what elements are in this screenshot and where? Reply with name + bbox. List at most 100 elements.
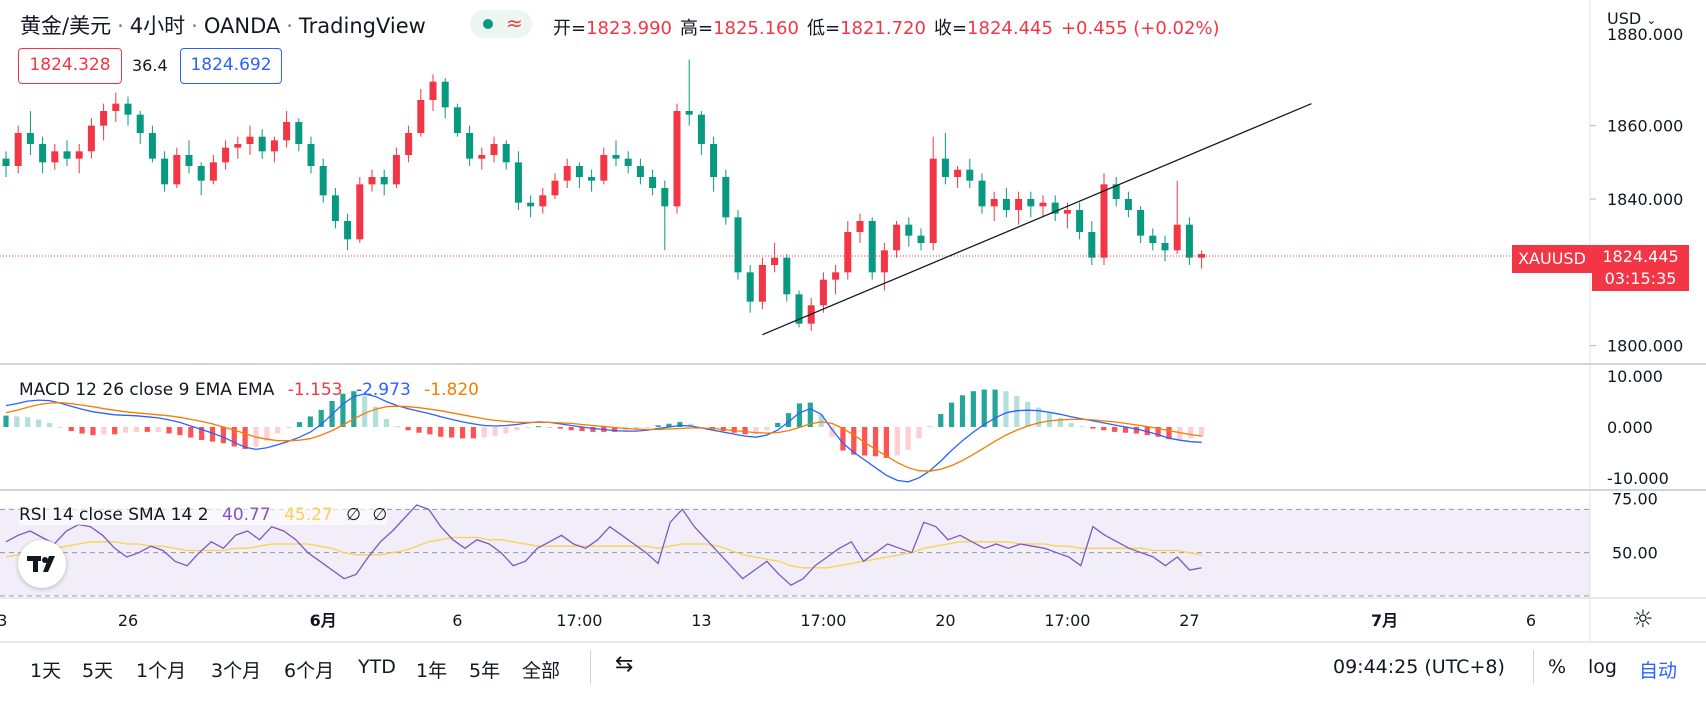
candle-body bbox=[283, 122, 291, 141]
candle-body bbox=[1088, 232, 1096, 258]
range-button[interactable]: 6个月 bbox=[284, 660, 335, 682]
price-axis-label: 1800.000 bbox=[1607, 337, 1683, 356]
rsi-axis-label: 75.00 bbox=[1612, 490, 1658, 509]
range-button[interactable]: 1天 bbox=[30, 660, 62, 682]
buy-price-button[interactable]: 1824.692 bbox=[180, 48, 282, 84]
macd-histogram-bar bbox=[470, 427, 476, 439]
macd-histogram-bar bbox=[557, 427, 563, 429]
candle-body bbox=[453, 107, 461, 133]
macd-histogram-bar bbox=[949, 402, 955, 427]
candle-body bbox=[1039, 202, 1047, 207]
candle-body bbox=[880, 250, 888, 273]
candle-body bbox=[368, 177, 376, 185]
candle-body bbox=[710, 144, 718, 177]
time-axis-label: 17:00 bbox=[556, 611, 602, 630]
candle-body bbox=[1100, 184, 1108, 258]
macd-histogram-bar bbox=[242, 427, 248, 449]
candle-body bbox=[75, 151, 83, 159]
candle-body bbox=[1076, 210, 1084, 232]
candle-body bbox=[1124, 199, 1132, 210]
candle-body bbox=[307, 144, 315, 166]
macd-histogram-bar bbox=[1079, 426, 1085, 428]
candle-body bbox=[1015, 199, 1023, 210]
candle-body bbox=[136, 114, 144, 133]
macd-histogram-bar bbox=[938, 413, 944, 427]
candle-body bbox=[417, 100, 425, 133]
interval-label[interactable]: 4小时 bbox=[129, 14, 186, 38]
rsi-value: 40.77 bbox=[222, 505, 271, 525]
macd-legend[interactable]: MACD 12 26 close 9 EMA EMA -1.153 -2.973… bbox=[19, 380, 479, 400]
macd-histogram-bar bbox=[144, 427, 150, 432]
sell-price-button[interactable]: 1824.328 bbox=[18, 48, 122, 84]
macd-histogram-bar bbox=[503, 427, 509, 434]
candle-body bbox=[1112, 184, 1120, 199]
candle-body bbox=[600, 155, 608, 181]
range-button[interactable]: 3个月 bbox=[211, 660, 262, 682]
percent-toggle[interactable]: % bbox=[1548, 656, 1567, 678]
candle-body bbox=[1185, 224, 1193, 258]
range-button[interactable]: 5天 bbox=[82, 660, 114, 682]
macd-histogram-bar bbox=[546, 427, 553, 428]
candle-body bbox=[124, 103, 132, 115]
macd-histogram-bar bbox=[785, 413, 792, 427]
macd-histogram-bar bbox=[209, 427, 216, 442]
macd-histogram-bar bbox=[579, 427, 585, 432]
candle-body bbox=[722, 177, 730, 218]
macd-histogram-bar bbox=[883, 427, 889, 458]
macd-histogram-bar bbox=[1025, 401, 1031, 427]
macd-histogram-bar bbox=[166, 427, 172, 434]
price-axis-label: 1860.000 bbox=[1607, 117, 1683, 136]
broker-label: OANDA bbox=[203, 14, 281, 38]
rsi-sma-value: 45.27 bbox=[284, 505, 333, 525]
macd-histogram-bar bbox=[981, 389, 987, 427]
macd-histogram-bar bbox=[296, 422, 303, 427]
log-toggle[interactable]: log bbox=[1588, 656, 1617, 678]
candle-body bbox=[319, 166, 327, 196]
macd-histogram-bar bbox=[459, 427, 466, 439]
candle-body bbox=[502, 144, 510, 163]
macd-histogram-bar bbox=[992, 389, 998, 427]
candle-body bbox=[331, 195, 339, 221]
range-button[interactable]: 全部 bbox=[522, 660, 561, 682]
tv-logo-icon bbox=[27, 556, 55, 572]
rsi-legend[interactable]: RSI 14 close SMA 14 2 40.77 45.27 ∅ ∅ bbox=[19, 505, 388, 525]
macd-histogram-bar bbox=[916, 427, 922, 439]
candle-body bbox=[673, 111, 681, 207]
price-axis-label: 1840.000 bbox=[1607, 190, 1683, 209]
rsi-line bbox=[5, 504, 1202, 586]
macd-histogram-bar bbox=[449, 427, 455, 438]
candle-body bbox=[185, 155, 193, 166]
market-status-pill[interactable]: ≈ bbox=[470, 10, 532, 38]
tradingview-logo[interactable] bbox=[18, 540, 66, 588]
chevron-down-icon: ⌄ bbox=[1646, 13, 1657, 27]
macd-histogram-bar bbox=[1112, 427, 1118, 432]
macd-histogram-bar bbox=[340, 393, 346, 427]
range-button[interactable]: 1年 bbox=[416, 660, 448, 682]
ohlc-legend: 开=1823.990 高=1825.160 低=1821.720 收=1824.445… bbox=[553, 18, 1220, 39]
macd-histogram-bar bbox=[796, 403, 803, 427]
macd-histogram-bar bbox=[25, 417, 31, 427]
range-button[interactable]: 5年 bbox=[469, 660, 501, 682]
macd-histogram-bar bbox=[362, 396, 368, 427]
macd-histogram-bar bbox=[264, 427, 270, 441]
candle-body bbox=[966, 169, 974, 181]
symbol-name[interactable]: 黄金/美元 bbox=[20, 14, 112, 38]
auto-scale-toggle[interactable]: 自动 bbox=[1639, 660, 1678, 682]
macd-histogram-bar bbox=[807, 402, 813, 427]
range-button[interactable]: 1个月 bbox=[136, 660, 187, 682]
macd-histogram-bar bbox=[101, 427, 107, 435]
candle-body bbox=[954, 169, 962, 177]
range-button[interactable]: YTD bbox=[358, 656, 396, 678]
currency-selector[interactable]: USD ⌄ bbox=[1607, 9, 1657, 28]
candle-body bbox=[26, 133, 34, 144]
candle-body bbox=[258, 136, 266, 152]
clock[interactable]: 09:44:25 (UTC+8) bbox=[1333, 656, 1505, 678]
macd-signal-line bbox=[5, 401, 1202, 472]
symbol-price-label: XAUUSD bbox=[1512, 245, 1592, 273]
macd-histogram-bar bbox=[862, 427, 868, 456]
gear-icon[interactable]: ☼ bbox=[1632, 605, 1654, 633]
macd-histogram-bar bbox=[970, 391, 976, 427]
goto-date-icon[interactable]: ⇆ bbox=[615, 652, 634, 677]
